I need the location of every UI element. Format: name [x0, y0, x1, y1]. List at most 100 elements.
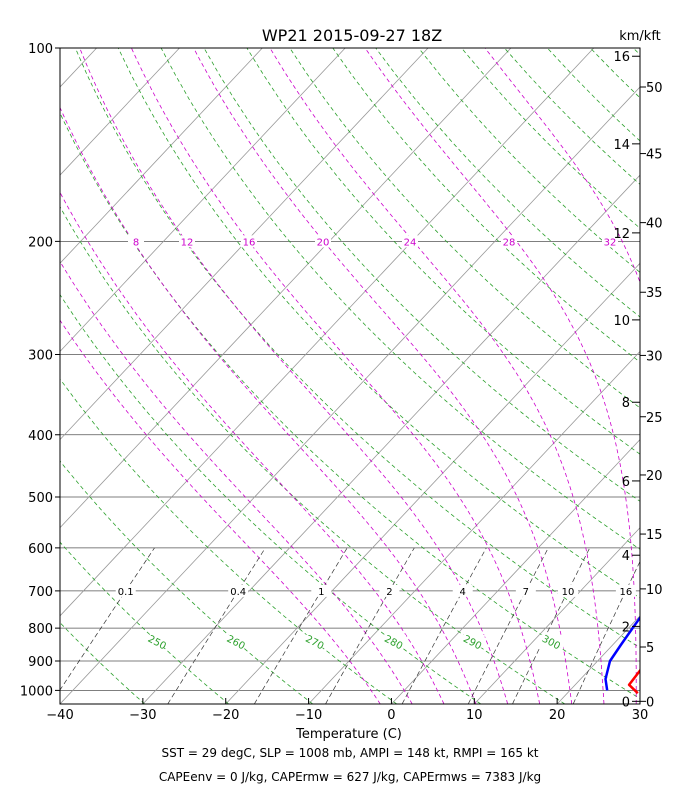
- y-tick-label: 700: [28, 585, 53, 600]
- dry-adiabat-line: [590, 48, 640, 99]
- km-tick-label: 6: [622, 475, 630, 490]
- dry-adiabat-line: [74, 48, 640, 649]
- kft-tick-label: 20: [646, 469, 663, 484]
- mixing-ratio-line: [401, 547, 487, 704]
- moist-adiabat-label-bg: [179, 235, 195, 248]
- moist-adiabat-line: [60, 191, 445, 704]
- moist-adiabat-line: [269, 48, 605, 704]
- plot-frame: [59, 47, 641, 705]
- x-tick-label: −30: [129, 708, 156, 723]
- kft-tick-label: 15: [646, 528, 663, 543]
- isotherm-line: [60, 48, 429, 441]
- dry-adiabat-line: [60, 541, 229, 704]
- km-tick-label: 16: [613, 50, 630, 65]
- footer-line-1: SST = 29 degC, SLP = 1008 mb, AMPI = 148…: [161, 746, 539, 760]
- moist-adiabat-label-bg: [402, 235, 418, 248]
- mixing-ratio-label-bg: [452, 584, 473, 597]
- moist-adiabat-label: 12: [181, 237, 194, 248]
- isotherm-line: [60, 48, 97, 88]
- mixing-ratio-label: 0.4: [230, 587, 246, 598]
- mixing-ratio-label: 0.1: [118, 587, 134, 598]
- dry-adiabat-label-bg: [303, 634, 328, 648]
- moist-adiabat-line: [193, 48, 573, 704]
- dry-adiabat-label-bg: [224, 634, 249, 648]
- dry-adiabat-line: [676, 48, 700, 704]
- moist-adiabat-line: [131, 48, 541, 704]
- x-tick-label: −40: [46, 708, 73, 723]
- dry-adiabat-line: [60, 293, 482, 704]
- moist-adiabat-label-bg: [128, 235, 144, 248]
- y-tick-label: 600: [28, 542, 53, 557]
- kft-tick-label: 10: [646, 583, 663, 598]
- dry-adiabat-line: [60, 702, 61, 704]
- dry-adiabat-line: [461, 48, 640, 229]
- y-tick-label: 300: [28, 348, 53, 363]
- moist-adiabat-line: [364, 48, 637, 704]
- dry-adiabat-label-bg: [381, 634, 406, 648]
- km-tick-label: 0: [622, 695, 630, 710]
- isotherm-line: [60, 48, 263, 264]
- moist-adiabat-label: 16: [243, 237, 256, 248]
- km-tick-label: 2: [622, 620, 630, 635]
- kft-tick-label: 30: [646, 349, 663, 364]
- isotherm-line: [60, 48, 595, 617]
- moist-adiabat-line: [60, 106, 477, 704]
- mixing-ratio-label: 1: [318, 587, 324, 598]
- mixing-ratio-label: 16: [620, 587, 633, 598]
- moist-adiabat-label: 24: [404, 237, 417, 248]
- dry-adiabat-line: [60, 378, 397, 704]
- mixing-ratio-label-bg: [228, 584, 249, 597]
- km-tick-label: 8: [622, 396, 630, 411]
- mixing-ratio-line: [512, 547, 591, 704]
- mixing-ratio-label-bg: [515, 584, 536, 597]
- mixing-ratio-label: 2: [386, 587, 392, 598]
- y-tick-label: 800: [28, 622, 53, 637]
- moist-adiabat-label: 28: [503, 237, 516, 248]
- y-tick-label: 100: [28, 42, 53, 57]
- x-tick-label: 0: [387, 708, 395, 723]
- dewpoint-profile-line: [604, 615, 640, 691]
- isotherm-line: [639, 703, 640, 704]
- mixing-ratio-line: [467, 547, 549, 704]
- chart-title: WP21 2015-09-27 18Z: [262, 26, 442, 45]
- isotherm-line: [60, 48, 180, 176]
- y-tick-label: 400: [28, 429, 53, 444]
- moist-adiabat-line: [60, 260, 413, 704]
- isotherm-line: [60, 86, 640, 704]
- dry-adiabat-line: [246, 48, 640, 455]
- x-tick-label: 30: [632, 708, 649, 723]
- dry-adiabat-line: [60, 460, 313, 704]
- dry-adiabat-label-bg: [460, 634, 485, 648]
- dry-adiabat-line: [418, 48, 640, 273]
- y-tick-label: 1000: [20, 684, 53, 699]
- kft-tick-label: 5: [646, 641, 654, 656]
- moist-adiabat-label-bg: [501, 235, 517, 248]
- mixing-ratio-label: 10: [562, 587, 575, 598]
- mixing-ratio-label-bg: [615, 584, 636, 597]
- km-tick-label: 14: [613, 138, 630, 153]
- x-tick-label: 20: [549, 708, 566, 723]
- kft-tick-label: 25: [646, 411, 663, 426]
- moist-adiabat-label-bg: [602, 235, 618, 248]
- moist-adiabat-label-bg: [241, 235, 257, 248]
- y-tick-label: 500: [28, 491, 53, 506]
- mixing-ratio-line: [253, 547, 348, 704]
- x-tick-label: −20: [212, 708, 239, 723]
- mixing-ratio-label-bg: [311, 584, 332, 597]
- kft-tick-label: 0: [646, 695, 654, 710]
- dry-adiabat-line: [632, 48, 640, 56]
- moist-adiabat-line: [60, 319, 381, 704]
- moist-adiabat-label: 32: [604, 237, 617, 248]
- kft-tick-label: 50: [646, 81, 663, 96]
- isotherm-line: [473, 527, 640, 704]
- isotherm-line: [308, 350, 640, 704]
- mixing-ratio-label: 4: [460, 587, 466, 598]
- isotherm-line: [60, 48, 346, 353]
- mixing-ratio-line: [572, 560, 640, 704]
- km-tick-label: 4: [622, 549, 630, 564]
- dry-adiabat-label-bg: [539, 634, 564, 648]
- km-tick-label: 12: [613, 227, 630, 242]
- moist-adiabat-label: 8: [133, 237, 139, 248]
- dry-adiabat-line: [332, 48, 640, 363]
